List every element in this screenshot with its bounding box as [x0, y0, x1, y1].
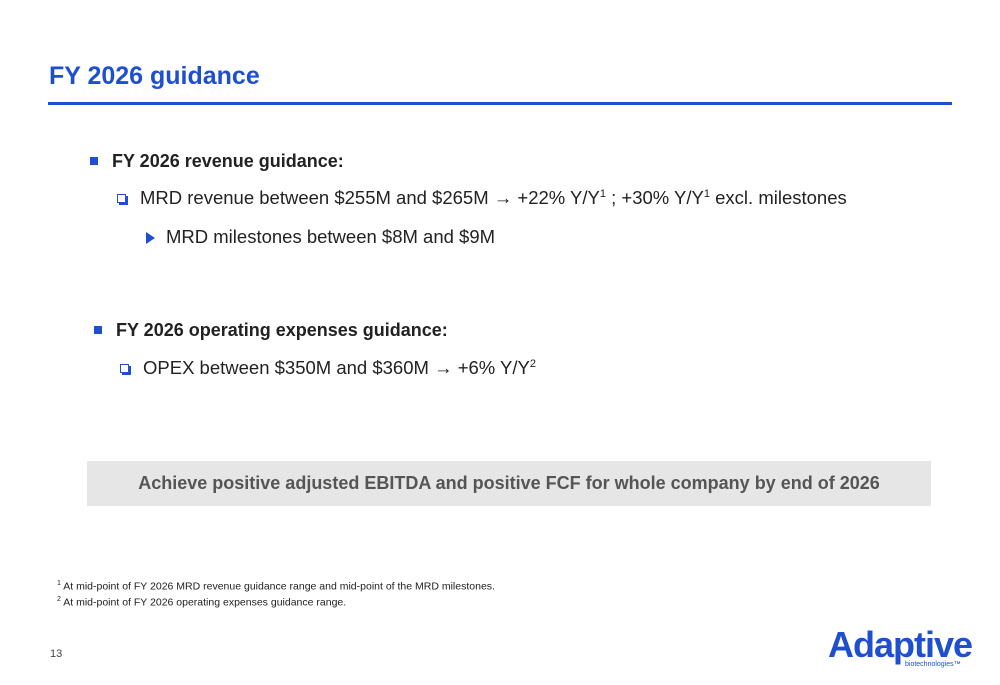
guidance-item: MRD revenue between $255M and $265M → +2… — [140, 187, 847, 209]
guidance-item: OPEX between $350M and $360M → +6% Y/Y2 — [143, 357, 536, 379]
footnote-mark: 1 — [57, 580, 61, 587]
bullet — [94, 326, 102, 334]
superscript: 1 — [703, 187, 710, 200]
section-heading: FY 2026 revenue guidance: — [112, 151, 344, 171]
footnote: 2 At mid-point of FY 2026 operating expe… — [57, 596, 346, 609]
superscript: 1 — [599, 187, 606, 200]
bullet — [90, 157, 98, 165]
bullet — [120, 364, 129, 373]
page-number: 13 — [50, 648, 63, 660]
bullet — [117, 194, 126, 203]
slide-title: FY 2026 guidance — [49, 62, 260, 90]
banner: Achieve positive adjusted EBITDA and pos… — [87, 461, 931, 506]
title-rule — [48, 102, 952, 105]
item-text: OPEX between $350M and $360M → +6% Y/Y — [143, 357, 530, 378]
item-text: excl. milestones — [710, 187, 847, 208]
guidance-subitem: MRD milestones between $8M and $9M — [166, 226, 496, 247]
footnote-mark: 2 — [57, 596, 61, 603]
logo-tagline: biotechnologies™ — [905, 661, 961, 668]
footnote-text: At mid-point of FY 2026 MRD revenue guid… — [63, 580, 495, 593]
item-text: ; +30% Y/Y — [606, 187, 704, 208]
bullet — [146, 232, 155, 244]
item-text: MRD revenue between $255M and $265M → +2… — [140, 187, 600, 208]
banner-text: Achieve positive adjusted EBITDA and pos… — [138, 473, 880, 493]
section-heading: FY 2026 operating expenses guidance: — [116, 320, 448, 340]
superscript: 2 — [529, 357, 536, 370]
footnote-text: At mid-point of FY 2026 operating expens… — [63, 596, 347, 609]
footnote: 1 At mid-point of FY 2026 MRD revenue gu… — [57, 580, 495, 593]
logo: Adaptive — [828, 624, 973, 665]
